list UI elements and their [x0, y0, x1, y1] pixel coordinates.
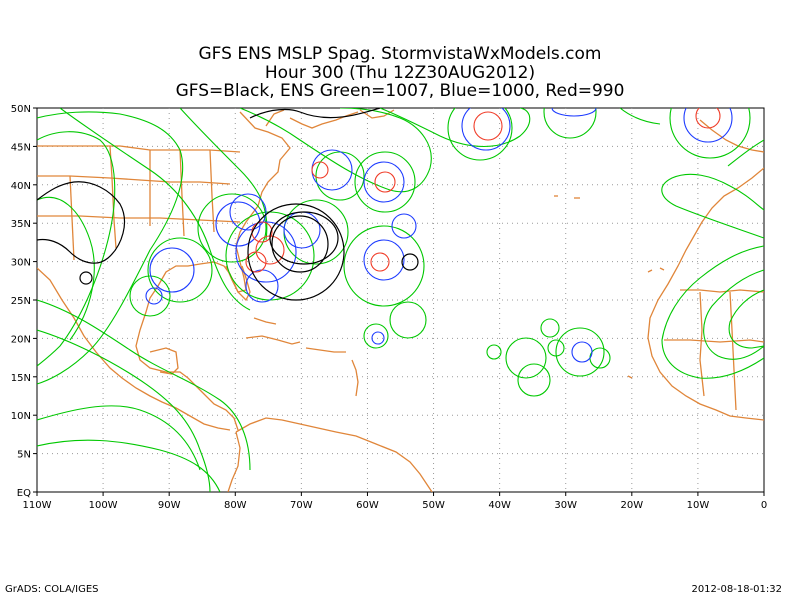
- lon-label: 80W: [224, 500, 247, 511]
- lon-label: 40W: [488, 500, 511, 511]
- lat-lon-grid: [37, 108, 764, 492]
- ens-990-contours: [245, 108, 721, 273]
- lat-label: 15N: [11, 373, 31, 384]
- lat-label: 35N: [11, 219, 31, 230]
- lon-label: 100W: [89, 500, 118, 511]
- lat-label: 40N: [11, 181, 31, 192]
- gfs-contours: [37, 108, 419, 301]
- lat-label: 10N: [11, 411, 31, 422]
- lat-label: 50N: [11, 104, 31, 115]
- lon-label: 10W: [687, 500, 710, 511]
- lon-label: 0: [761, 500, 767, 511]
- lat-label: 45N: [11, 142, 31, 153]
- plot-frame: [36, 107, 765, 493]
- chart-title-line3: GFS=Black, ENS Green=1007, Blue=1000, Re…: [175, 81, 625, 101]
- lon-label: 70W: [290, 500, 313, 511]
- footer-timestamp: 2012-08-18-01:32: [691, 584, 782, 595]
- ens-1000-contours: [145, 108, 733, 363]
- lon-label: 90W: [158, 500, 181, 511]
- lon-label: 60W: [356, 500, 379, 511]
- lat-label: 25N: [11, 296, 31, 307]
- lon-label: 30W: [554, 500, 577, 511]
- lat-label: 30N: [11, 258, 31, 269]
- lat-labels: 50N 45N 40N 35N 30N 25N 20N 15N 10N 5N EQ: [11, 104, 31, 499]
- lon-label: 110W: [23, 500, 52, 511]
- coastlines: [37, 109, 764, 492]
- lon-label: 20W: [621, 500, 644, 511]
- chart-title-line1: GFS ENS MSLP Spag. StormvistaWxModels.co…: [198, 44, 602, 64]
- lon-labels: 110W 100W 90W 80W 70W 60W 50W 40W 30W 20W 10W 0: [23, 500, 768, 511]
- lon-label: 50W: [422, 500, 445, 511]
- footer-credit: GrADS: COLA/IGES: [5, 584, 99, 595]
- lat-label: 5N: [17, 450, 31, 461]
- lat-label: 20N: [11, 334, 31, 345]
- chart-title-line2: Hour 300 (Thu 12Z30AUG2012): [264, 63, 536, 83]
- lat-label: EQ: [17, 488, 31, 499]
- axis-ticks: [33, 107, 765, 496]
